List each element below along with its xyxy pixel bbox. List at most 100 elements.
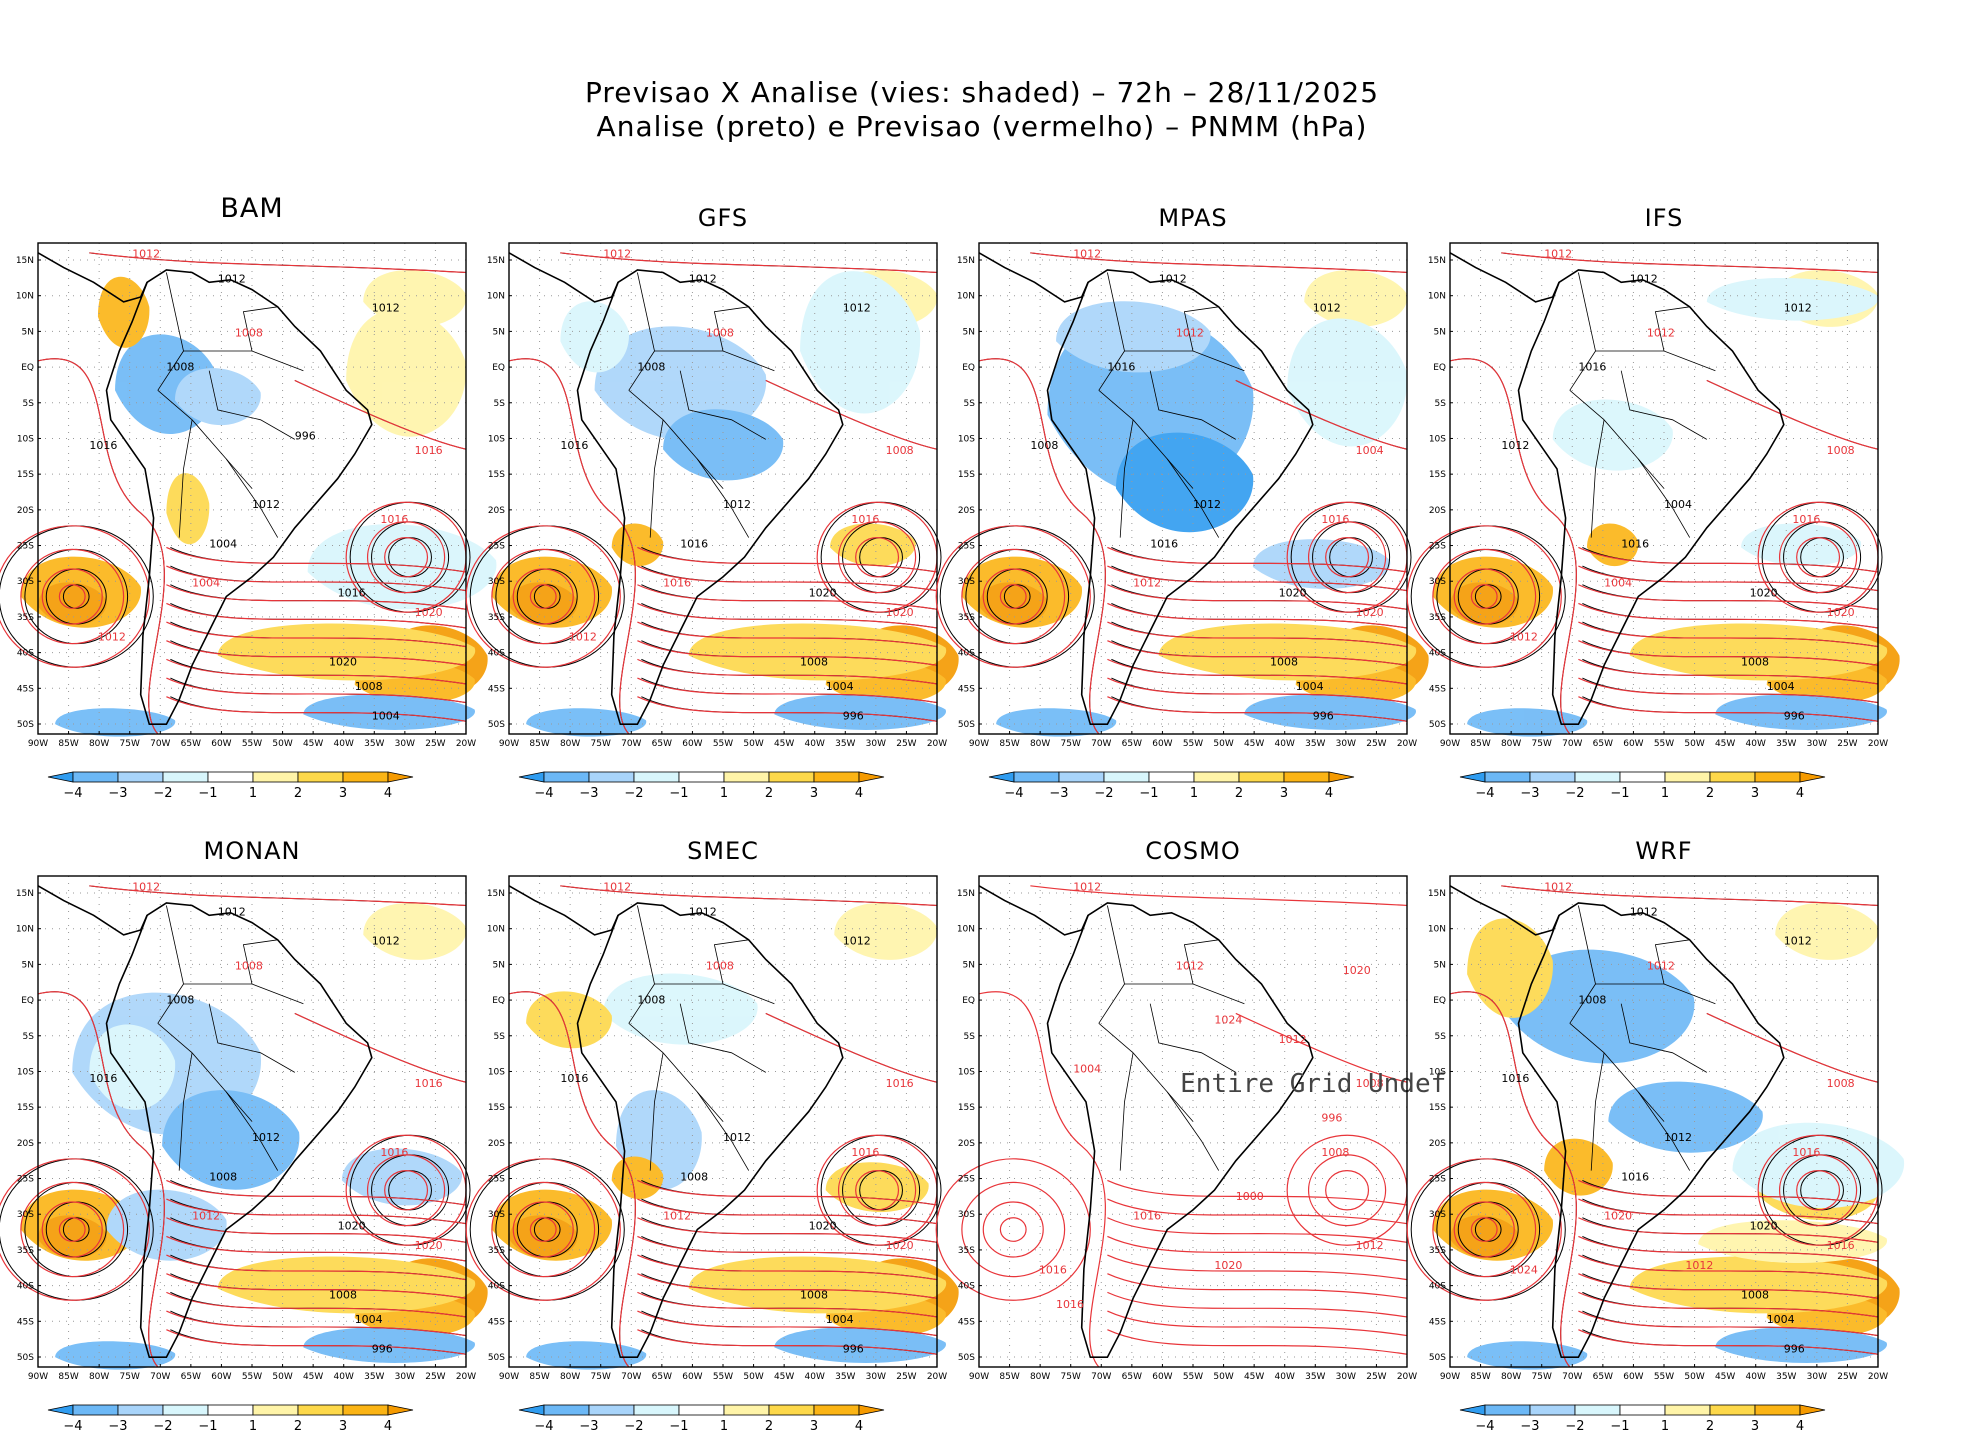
figure-title: Previsao X Analise (vies: shaded) – 72h …	[0, 76, 1964, 144]
forecast-contour-label: 1012	[1176, 326, 1204, 339]
coastline	[37, 252, 373, 726]
analysis-contour-label: 1012	[372, 302, 400, 315]
forecast-contour-label: 1020	[1214, 1259, 1242, 1272]
analysis-contour-label: 1008	[166, 994, 194, 1007]
lat-tick-label: 20S	[958, 1139, 975, 1149]
bias-shading	[20, 902, 488, 1370]
lon-tick-label: 45W	[1244, 739, 1264, 749]
analysis-contour-label: 1004	[1767, 1313, 1795, 1326]
colorbar-swatch	[988, 771, 1015, 783]
colorbar-label: 2	[765, 786, 773, 801]
colorbar-label: 1	[720, 786, 728, 801]
analysis-contour-label: 1016	[560, 1072, 588, 1085]
analysis-contour-label: 1012	[1313, 302, 1341, 315]
lat-tick-label: 40S	[17, 1282, 34, 1292]
analysis-contour-label: 1012	[1630, 272, 1658, 285]
lat-tick-label: 15N	[1428, 256, 1446, 266]
lon-tick-label: 85W	[999, 1372, 1019, 1382]
analysis-contour-label: 1012	[689, 272, 717, 285]
country-borders	[628, 272, 775, 538]
analysis-contour-label: 1020	[809, 1220, 837, 1233]
forecast-contour-label: 1000	[1236, 1190, 1264, 1203]
lon-tick-label: 90W	[28, 1372, 48, 1382]
analysis-contour-label: 1008	[1030, 439, 1058, 452]
analysis-contour-label: 1008	[1578, 994, 1606, 1007]
map-smec: 1012 1012 1008 1016 1012 1008 1020 1008 1004 996 1…	[465, 875, 959, 1382]
lon-tick-label: 75W	[120, 1372, 140, 1382]
analysis-contour-label: 1016	[89, 439, 117, 452]
lat-tick-label: 5S	[964, 1032, 976, 1042]
lon-tick-label: 90W	[1440, 739, 1460, 749]
lat-tick-label: 30S	[488, 1210, 505, 1220]
lat-tick-label: EQ	[1433, 996, 1446, 1006]
lon-tick-label: 55W	[242, 1372, 262, 1382]
bias-shade	[996, 708, 1117, 737]
panel-title-ifs: IFS	[1644, 204, 1684, 232]
lat-tick-label: 45S	[1429, 1317, 1446, 1327]
lon-tick-label: 80W	[1030, 739, 1050, 749]
lon-tick-label: 45W	[774, 1372, 794, 1382]
forecast-contour-label: 1020	[1343, 964, 1371, 977]
lon-tick-label: 20W	[927, 739, 947, 749]
lon-tick-label: 45W	[1244, 1372, 1264, 1382]
lon-tick-label: 45W	[774, 739, 794, 749]
bias-shade	[1056, 301, 1211, 373]
forecast-contour-label: 1008	[1321, 1146, 1349, 1159]
lon-tick-label: 25W	[1366, 739, 1386, 749]
analysis-contour-label: 1008	[800, 1288, 828, 1301]
lat-tick-label: 30S	[488, 577, 505, 587]
bias-shade	[1467, 708, 1588, 737]
bias-shade	[1552, 399, 1673, 471]
map-bam: 1012 1012 1008 1016 1012 1004 1016 1020 1008 1004…	[0, 242, 497, 749]
coastline	[1449, 252, 1785, 726]
colorbar-label: −2	[153, 1419, 172, 1434]
analysis-contour-label: 1004	[826, 680, 854, 693]
colorbar-label: −2	[1565, 786, 1584, 801]
colorbar-label: −3	[1520, 786, 1539, 801]
bias-shade	[303, 1327, 475, 1363]
forecast-contour-label: 1012	[603, 881, 631, 894]
lat-tick-label: 50S	[958, 720, 975, 730]
lon-tick-label: 70W	[1091, 1372, 1111, 1382]
colorbar-label: 1	[249, 786, 257, 801]
lat-tick-label: 30S	[958, 1210, 975, 1220]
lat-tick-label: 10N	[957, 925, 975, 935]
colorbar-label: −3	[108, 786, 127, 801]
forecast-contour-label: 1020	[886, 606, 914, 619]
forecast-contour-label: 1008	[1356, 1077, 1384, 1090]
analysis-contour-label: 1008	[1741, 655, 1769, 668]
lon-tick-label: 25W	[1837, 1372, 1857, 1382]
bias-shade	[1450, 1215, 1519, 1259]
lon-tick-label: 25W	[896, 739, 916, 749]
lon-tick-label: 75W	[1532, 1372, 1552, 1382]
lat-tick-label: 20S	[17, 506, 34, 516]
forecast-contour-label: 1012	[1073, 881, 1101, 894]
bias-shade	[38, 1215, 107, 1259]
bias-shade	[1544, 1138, 1613, 1196]
bias-shade	[1715, 694, 1887, 730]
lon-tick-label: 60W	[682, 1372, 702, 1382]
lon-tick-label: 55W	[713, 739, 733, 749]
colorbar-swatch	[1529, 1404, 1576, 1416]
lon-tick-label: 50W	[272, 739, 292, 749]
panel-title-smec: SMEC	[687, 837, 759, 865]
colorbar-swatch	[1799, 771, 1826, 783]
colorbar-label: −2	[624, 786, 643, 801]
coastline	[978, 885, 1314, 1359]
lon-tick-label: 55W	[713, 1372, 733, 1382]
lon-tick-label: 30W	[395, 739, 415, 749]
lon-tick-label: 85W	[529, 739, 549, 749]
lat-tick-label: 15N	[16, 256, 34, 266]
lat-tick-label: 10S	[958, 434, 975, 444]
country-borders	[1098, 272, 1245, 538]
country-borders	[1569, 905, 1716, 1171]
forecast-contour-label: 1004	[1604, 577, 1632, 590]
lon-tick-label: 40W	[1746, 1372, 1766, 1382]
analysis-contour-label: 1016	[1107, 361, 1135, 374]
forecast-contour-label: 1016	[1039, 1264, 1067, 1277]
colorbar-swatch	[1529, 771, 1576, 783]
lon-tick-label: 45W	[1715, 1372, 1735, 1382]
forecast-contour-label: 1016	[851, 1146, 879, 1159]
forecast-contour-label: 1016	[1133, 1210, 1161, 1223]
analysis-contour-label: 1016	[560, 439, 588, 452]
